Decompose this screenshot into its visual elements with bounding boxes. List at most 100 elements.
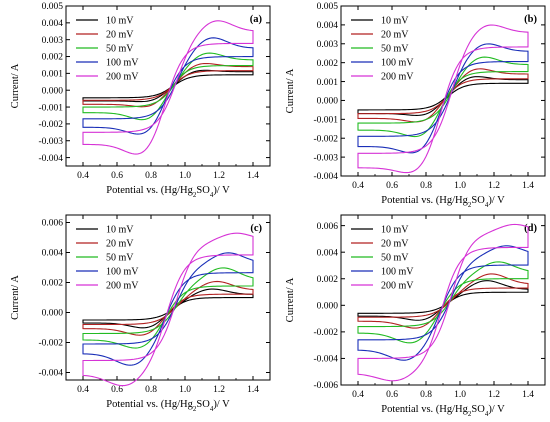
- y-tick-label: 0.001: [42, 70, 64, 80]
- legend-label: 20 mV: [381, 30, 409, 41]
- y-axis-title: Current/ A: [10, 63, 21, 108]
- panel-letter: (a): [250, 14, 263, 25]
- x-tick-label: 1.2: [488, 181, 500, 191]
- y-axis-title: Current/ A: [285, 68, 296, 113]
- x-tick-label: 0.4: [77, 171, 89, 181]
- x-axis-title: Potential vs. (Hg/Hg2SO4)/ V: [106, 185, 230, 199]
- legend-label: 20 mV: [381, 239, 409, 250]
- x-tick-label: 0.8: [420, 390, 432, 400]
- x-tick-label: 1.2: [488, 390, 500, 400]
- legend: 10 mV 20 mV 50 mV 100 mV 200 mV: [351, 16, 414, 83]
- legend: 10 mV 20 mV 50 mV 100 mV 200 mV: [76, 225, 139, 292]
- y-tick-label: -0.004: [38, 369, 63, 379]
- legend-label: 20 mV: [106, 30, 134, 41]
- y-tick-label: -0.003: [38, 137, 63, 147]
- y-tick-label: -0.004: [313, 172, 338, 182]
- legend-label: 200 mV: [381, 72, 414, 83]
- y-tick-label: 0.005: [42, 2, 64, 12]
- legend-label: 200 mV: [106, 72, 139, 83]
- y-axis-title: Current/ A: [285, 277, 296, 322]
- y-tick-label: 0.004: [317, 248, 339, 258]
- x-tick-label: 1.2: [213, 171, 225, 181]
- y-tick-label: 0.001: [317, 78, 339, 88]
- y-tick-label: -0.002: [313, 134, 338, 144]
- legend-label: 100 mV: [106, 267, 139, 278]
- y-tick-label: 0.002: [317, 275, 339, 285]
- y-tick-label: 0.000: [42, 309, 64, 319]
- y-tick-label: -0.002: [38, 339, 63, 349]
- y-tick-label: 0.002: [42, 53, 64, 63]
- cv-curve-200mv: [82, 232, 254, 387]
- y-tick-label: 0.000: [317, 302, 339, 312]
- cv-curve-50mv: [357, 56, 529, 138]
- legend-label: 10 mV: [106, 225, 134, 236]
- cv-curve-50mv: [82, 52, 254, 121]
- cv-curve-10mv: [357, 76, 529, 116]
- legend-label: 50 mV: [381, 253, 409, 264]
- x-tick-label: 1.4: [522, 390, 534, 400]
- cv-curve-10mv: [357, 280, 529, 321]
- x-tick-label: 0.4: [77, 385, 89, 395]
- legend-label: 100 mV: [381, 58, 414, 69]
- cv-curve-200mv: [82, 20, 254, 155]
- y-tick-label: 0.004: [317, 21, 339, 31]
- cv-curve-100mv: [82, 252, 254, 366]
- cv-curve-50mv: [82, 267, 254, 349]
- x-tick-label: 1.0: [454, 181, 466, 191]
- y-tick-label: 0.000: [42, 86, 64, 96]
- x-tick-label: 1.4: [522, 181, 534, 191]
- legend-label: 100 mV: [106, 58, 139, 69]
- legend-label: 50 mV: [381, 44, 409, 55]
- cv-curve-200mv: [357, 24, 529, 174]
- panel-letter: (b): [524, 14, 537, 25]
- plot-frame: [65, 5, 271, 167]
- legend: 10 mV 20 mV 50 mV 100 mV 200 mV: [76, 16, 139, 83]
- y-tick-label: 0.003: [42, 36, 64, 46]
- y-tick-label: 0.002: [317, 59, 339, 69]
- cv-curve-100mv: [357, 245, 529, 361]
- y-tick-label: 0.000: [317, 97, 339, 107]
- cv-curve-200mv: [357, 223, 529, 382]
- x-axis-title: Potential vs. (Hg/Hg2SO4)/ V: [381, 195, 505, 209]
- legend-label: 10 mV: [106, 16, 134, 27]
- y-tick-label: 0.004: [42, 19, 64, 29]
- y-tick-label: -0.001: [38, 103, 63, 113]
- cv-curve-20mv: [357, 273, 529, 329]
- legend-label: 50 mV: [106, 44, 134, 55]
- cv-curves: [357, 24, 529, 174]
- cv-curve-10mv: [82, 69, 254, 103]
- y-axis-title: Current/ A: [10, 275, 21, 320]
- x-tick-label: 0.6: [386, 390, 398, 400]
- x-tick-label: 1.0: [179, 385, 191, 395]
- cv-curves: [82, 20, 254, 155]
- x-tick-label: 0.4: [352, 181, 364, 191]
- legend-label: 100 mV: [381, 267, 414, 278]
- cv-panel-b: 0.4 0.6 0.8 1.0 1.2 1.4 -0.004 -0.003 -0.002 -0.0…: [285, 2, 546, 209]
- x-axis-title: Potential vs. (Hg/Hg2SO4)/ V: [106, 399, 230, 413]
- cv-curve-20mv: [82, 280, 254, 336]
- cv-curves: [82, 232, 254, 387]
- cv-curve-50mv: [357, 261, 529, 344]
- y-tick-label: -0.002: [38, 120, 63, 130]
- y-tick-label: 0.002: [42, 279, 64, 289]
- panel-letter: (d): [524, 223, 537, 234]
- y-tick-label: 0.006: [317, 222, 339, 232]
- x-tick-label: 0.8: [145, 385, 157, 395]
- y-tick-label: -0.006: [313, 381, 338, 391]
- legend-label: 200 mV: [381, 281, 414, 292]
- y-tick-label: 0.003: [317, 40, 339, 50]
- y-tick-label: 0.004: [42, 249, 64, 259]
- panel-letter: (c): [250, 223, 262, 234]
- cv-curve-10mv: [82, 288, 254, 329]
- cv-panel-d: 0.4 0.6 0.8 1.0 1.2 1.4 -0.006 -0.004 -0.002 0.00…: [285, 214, 546, 418]
- y-tick-label: -0.001: [313, 116, 338, 126]
- legend-label: 10 mV: [381, 16, 409, 27]
- cv-panel-c: 0.4 0.6 0.8 1.0 1.2 1.4 -0.004 -0.002 0.000 0.002…: [10, 214, 271, 413]
- legend-label: 10 mV: [381, 225, 409, 236]
- x-tick-label: 1.0: [179, 171, 191, 181]
- cv-curve-100mv: [82, 37, 254, 135]
- cv-curve-20mv: [82, 62, 254, 108]
- cv-panel-a: 0.4 0.6 0.8 1.0 1.2 1.4 -0.004 -0.003 -0.002 -0.0…: [10, 2, 271, 199]
- y-tick-label: 0.005: [317, 2, 339, 12]
